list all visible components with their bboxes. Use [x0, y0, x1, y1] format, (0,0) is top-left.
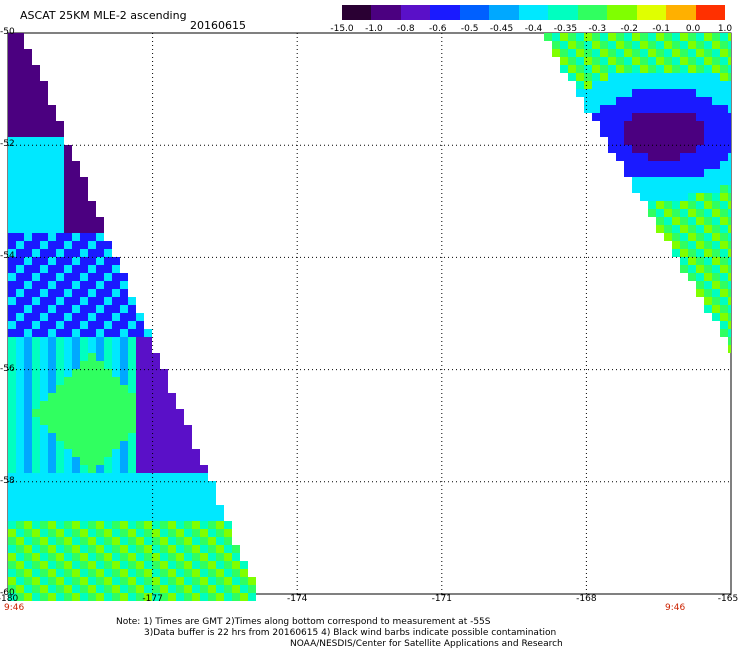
- longitude-tick: -165: [717, 594, 739, 604]
- colorbar-label: -0.5: [460, 24, 479, 34]
- colorbar-label: -1.0: [365, 24, 383, 34]
- colorbar-label: -0.6: [428, 24, 447, 34]
- colorbar-swatch: [430, 5, 460, 20]
- map-title: ASCAT 25KM MLE-2 ascending: [20, 9, 187, 22]
- note-line-1: Note: 1) Times are GMT 2)Times along bot…: [116, 617, 491, 627]
- colorbar-swatch: [607, 5, 637, 20]
- colorbar-swatch: [459, 5, 490, 20]
- colorbar-label: 1.0: [717, 24, 733, 34]
- colorbar-label: -0.4: [524, 24, 543, 34]
- colorbar-swatch: [666, 5, 696, 20]
- longitude-tick: -177: [142, 594, 163, 604]
- colorbar: [342, 5, 726, 20]
- colorbar-swatch: [548, 5, 578, 20]
- map-date: 20160615: [190, 19, 246, 32]
- colorbar-swatch: [695, 5, 726, 20]
- colorbar-label: -0.35: [553, 24, 578, 34]
- colorbar-label: -0.2: [620, 24, 639, 34]
- colorbar-swatch: [400, 5, 431, 20]
- colorbar-label: -0.45: [489, 24, 514, 34]
- note-line-2: 3)Data buffer is 22 hrs from 20160615 4)…: [144, 628, 557, 638]
- colorbar-swatch: [636, 5, 667, 20]
- latitude-tick: -52: [0, 139, 15, 150]
- latitude-tick: -54: [0, 251, 15, 262]
- colorbar-label: -15.0: [330, 24, 354, 34]
- colorbar-labels: -15.0 -1.0 -0.8 -0.6 -0.5 -0.45 -0.4 -0.35 -0.3 -…: [330, 24, 740, 36]
- colorbar-label: 0.0: [685, 24, 701, 34]
- longitude-tick: -168: [576, 594, 597, 604]
- colorbar-label: -0.3: [588, 24, 607, 34]
- longitude-tick: -171: [431, 594, 453, 604]
- longitude-tick: -180: [0, 594, 19, 604]
- colorbar-swatch: [518, 5, 549, 20]
- latitude-tick: -50: [0, 27, 15, 37]
- longitude-tick: -174: [286, 594, 308, 604]
- latitude-tick: -56: [0, 363, 15, 374]
- time-label-right: 9:46: [665, 603, 686, 613]
- colorbar-label: -0.1: [652, 24, 670, 34]
- note-line-3: NOAA/NESDIS/Center for Satellite Applica…: [290, 639, 563, 649]
- colorbar-swatch: [342, 5, 372, 20]
- colorbar-swatch: [371, 5, 401, 20]
- colorbar-label: -0.8: [397, 24, 415, 34]
- colorbar-swatch: [489, 5, 519, 20]
- latitude-tick: -60: [0, 588, 15, 598]
- time-label-left: 9:46: [4, 603, 25, 613]
- latitude-tick: -58: [0, 475, 15, 486]
- colorbar-swatch: [577, 5, 608, 20]
